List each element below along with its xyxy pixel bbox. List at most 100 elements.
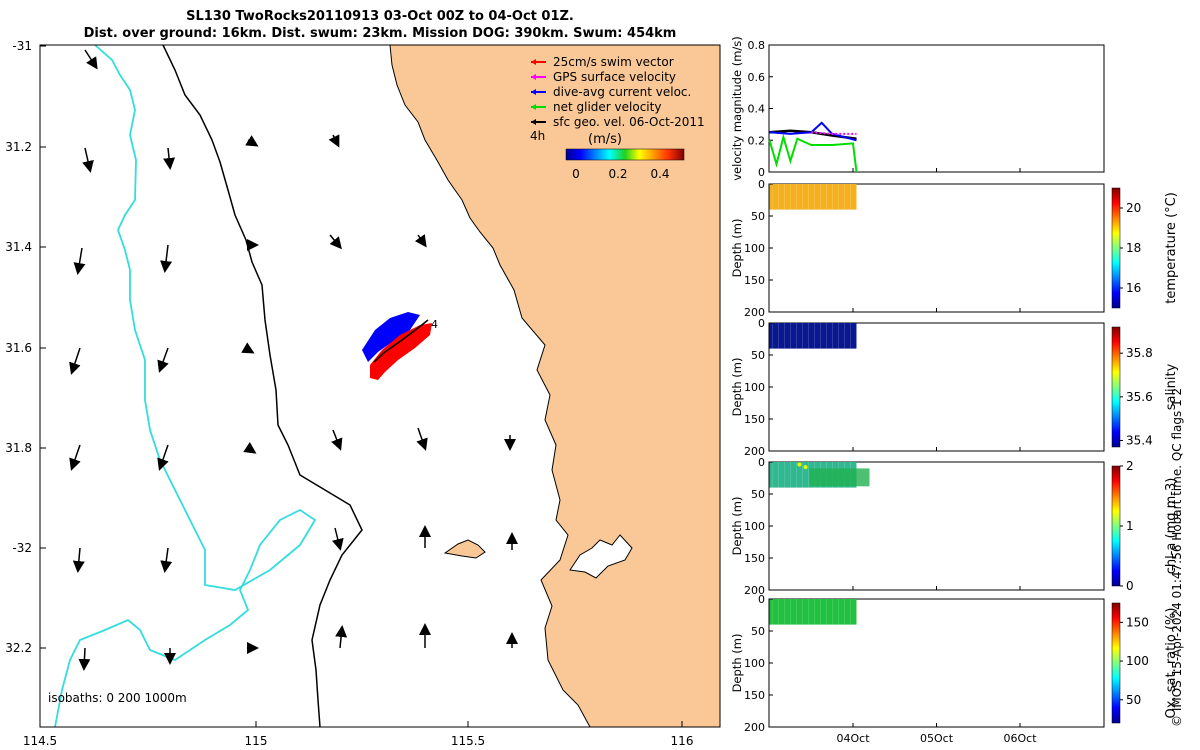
chla-high-point: [797, 462, 802, 467]
dive-avg-current-vectors: [362, 312, 420, 362]
depth-tick-label: 50: [751, 488, 765, 501]
oxygen-data-block: [769, 599, 857, 625]
velocity-series-line: [769, 121, 857, 142]
temperature-colorbar-label: temperature (°C): [1164, 192, 1179, 304]
map-y-tick-label: 31.2: [5, 140, 32, 154]
map-y-tick-label: -31: [12, 39, 32, 53]
speed-colorbar-ticks: 0 0.2 0.4: [572, 167, 669, 181]
map-y-tick-label: 31.4: [5, 240, 32, 254]
depth-tick-label: 150: [744, 274, 765, 287]
isobath-200m: [162, 44, 363, 728]
time-series-panels: 0.8 0.6 0.4 0.2 0 velocity magnitude (m/s) 0 50…: [730, 36, 1179, 745]
colorbar-tick-label: 2: [1126, 459, 1134, 473]
colorbar-tick-label: 0: [572, 167, 580, 181]
velocity-arrow: [73, 247, 86, 275]
depth-tick-label: 0: [758, 593, 765, 606]
map-y-tick-label: 31.6: [5, 341, 32, 355]
time-tick-label: 05Oct: [920, 732, 954, 745]
velocity-arrow: [241, 342, 255, 354]
chart-title-line1: SL130 TwoRocks20110913 03-Oct 00Z to 04-…: [186, 9, 574, 24]
map-frame: [39, 44, 721, 728]
colorbar-tick-label: 1: [1126, 519, 1134, 533]
velocity-arrow: [84, 49, 98, 70]
temperature-data-block: [769, 184, 857, 210]
velocity-panel: 0.8 0.6 0.4 0.2 0 velocity magnitude (m/s): [730, 36, 1105, 181]
legend-arrowhead: [531, 104, 536, 110]
depth-tick-label: 100: [744, 657, 765, 670]
island: [443, 539, 486, 559]
isobath-1000m: [54, 44, 317, 728]
depth-tick-label: 100: [744, 381, 765, 394]
velocity-arrow: [157, 347, 169, 373]
imos-timestamp: © IMOS 15-Apr-2024 01:47:56 Hobart time.…: [1170, 387, 1184, 727]
map-y-tick-label: 32.2: [5, 641, 32, 655]
depth-tick-label: 200: [744, 584, 765, 597]
map-x-axis: 114.5 115 115.5 116: [23, 721, 693, 748]
speed-colorbar: [565, 148, 685, 161]
velocity-arrow: [328, 134, 340, 148]
depth-tick-label: 200: [744, 306, 765, 319]
depth-tick-label: 0: [758, 178, 765, 191]
colorbar-tick-label: 35.8: [1126, 346, 1153, 360]
swim-vectors: [370, 323, 432, 380]
legend-label: net glider velocity: [553, 100, 661, 114]
colorbar-unit-label: (m/s): [588, 132, 622, 147]
depth-axis-label: Depth (m): [730, 497, 744, 556]
colorbar-tick-label: 0.4: [650, 167, 669, 181]
chla-colorbar: [1111, 465, 1121, 587]
net-glider-track-line: [373, 319, 429, 363]
oxygen-panel: 0 50 100 150 200 Depth (m) 50 100 150 Ox. sat. ra…: [730, 593, 1179, 734]
velocity-y-tick-label: 0.6: [748, 71, 766, 84]
salinity-colorbar-label: salinity: [1164, 363, 1179, 410]
velocity-arrow: [160, 547, 173, 573]
colorbar-tick-label: 150: [1126, 615, 1149, 629]
velocity-arrow: [78, 647, 91, 671]
map-x-tick-label: 115: [245, 734, 268, 748]
chla-high-point: [803, 465, 808, 470]
time-tick-label: 04Oct: [836, 732, 870, 745]
velocity-arrow: [331, 429, 343, 451]
velocity-arrow: [163, 147, 176, 170]
depth-tick-label: 150: [744, 413, 765, 426]
colorbar-tick-label: 35.4: [1126, 433, 1153, 447]
depth-tick-label: 0: [758, 317, 765, 330]
colorbar-tick-label: 0: [1126, 579, 1134, 593]
map-x-tick-label: 115.5: [451, 734, 485, 748]
map-y-tick-label: -32: [12, 541, 32, 555]
velocity-arrow: [335, 625, 348, 649]
velocity-y-tick-label: 0: [758, 166, 765, 179]
time-tick-label: 06Oct: [1003, 732, 1037, 745]
legend-label: GPS surface velocity: [553, 70, 676, 84]
oxygen-colorbar-label: Ox. sat. ratio (%): [1164, 608, 1179, 719]
legend-arrowhead: [531, 89, 536, 95]
salinity-colorbar: [1111, 326, 1121, 448]
velocity-series-line: [768, 133, 858, 173]
velocity-y-label: velocity magnitude (m/s): [730, 36, 744, 181]
colorbar-tick-label: 35.6: [1126, 390, 1153, 404]
track-end-label: 4: [431, 318, 438, 331]
isobaths-label: isobaths: 0 200 1000m: [48, 691, 187, 705]
velocity-y-tick-label: 0.4: [748, 103, 766, 116]
velocity-y-tick-label: 0.8: [748, 39, 766, 52]
depth-tick-label: 200: [744, 721, 765, 734]
velocity-arrow: [414, 234, 427, 248]
legend-arrowhead: [531, 119, 536, 125]
glider-track: [362, 312, 432, 380]
legend-label: 25cm/s swim vector: [553, 55, 674, 69]
coast-inlet: [569, 534, 633, 579]
depth-axis-label: Depth (m): [730, 358, 744, 417]
map-y-axis: -31 31.2 31.4 31.6 31.8 -32 32.2: [5, 39, 46, 655]
velocity-arrow: [160, 244, 173, 273]
velocity-arrow: [243, 442, 257, 454]
velocity-arrow: [245, 135, 259, 147]
map-y-tick-label: 31.8: [5, 441, 32, 455]
depth-tick-label: 200: [744, 445, 765, 458]
map-x-tick-label: 114.5: [23, 734, 57, 748]
colorbar-tick-label: 16: [1126, 281, 1141, 295]
velocity-y-tick-label: 0.2: [748, 134, 766, 147]
salinity-panel: 0 50 100 150 200 Depth (m) 35.4 35.6 35.8 salinit…: [730, 317, 1179, 458]
chart-title-line2: Dist. over ground: 16km. Dist. swum: 23k…: [83, 26, 677, 41]
depth-tick-label: 100: [744, 520, 765, 533]
oxygen-colorbar: [1111, 602, 1121, 724]
